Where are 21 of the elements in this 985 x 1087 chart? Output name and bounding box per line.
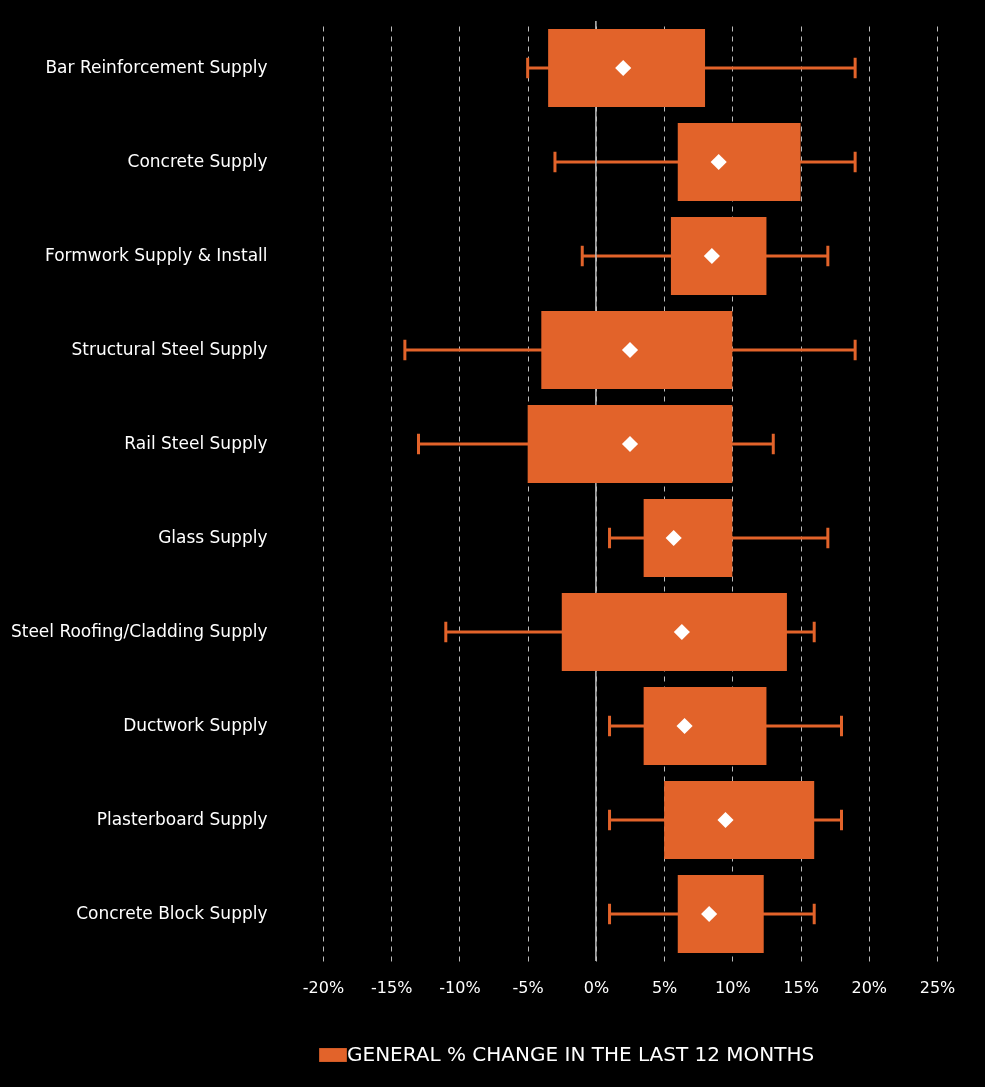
legend-label: GENERAL % CHANGE IN THE LAST 12 MONTHS bbox=[347, 1042, 815, 1066]
x-tick-label: 10% bbox=[715, 977, 751, 997]
x-tick-label: -10% bbox=[439, 977, 481, 997]
x-tick-label: -20% bbox=[302, 977, 345, 997]
x-tick-label: 20% bbox=[851, 977, 888, 997]
x-tick-label: 5% bbox=[651, 977, 678, 997]
y-tick-label: Glass Supply bbox=[158, 527, 268, 547]
y-tick-label: Structural Steel Supply bbox=[71, 339, 268, 359]
x-tick-label: 15% bbox=[783, 977, 819, 997]
y-tick-label: Plasterboard Supply bbox=[96, 809, 268, 829]
y-tick-label: Bar Reinforcement Supply bbox=[45, 57, 268, 77]
x-tick-label: -15% bbox=[371, 977, 413, 997]
y-tick-label: Ductwork Supply bbox=[123, 715, 268, 735]
x-tick-label: -5% bbox=[512, 977, 544, 997]
y-tick-label: Rail Steel Supply bbox=[124, 433, 268, 453]
y-tick-label: Concrete Block Supply bbox=[76, 903, 268, 923]
x-tick-label: 25% bbox=[919, 977, 956, 997]
x-tick-label: 0% bbox=[583, 977, 610, 997]
y-tick-label: Formwork Supply & Install bbox=[44, 245, 268, 265]
y-tick-label: Steel Roofing/Cladding Supply bbox=[10, 621, 268, 641]
y-tick-label: Concrete Supply bbox=[127, 151, 268, 171]
